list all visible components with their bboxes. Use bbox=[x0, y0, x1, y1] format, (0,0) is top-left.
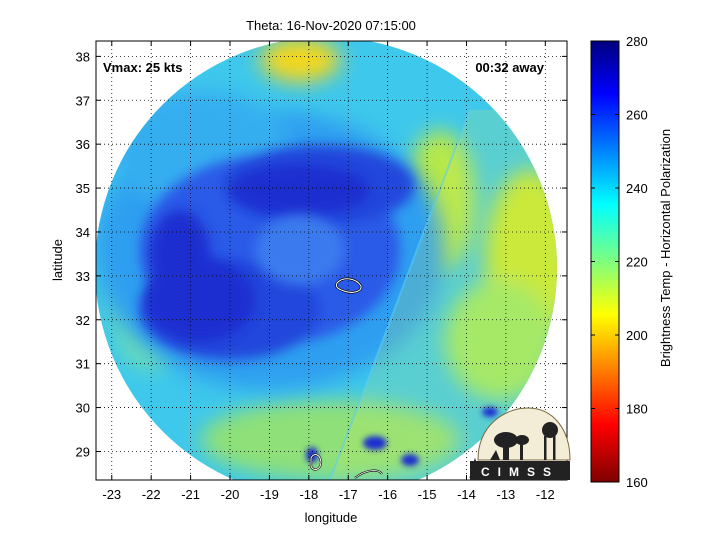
colorbar-tick-label: 240 bbox=[626, 181, 648, 196]
colorbar-tick-label: 160 bbox=[626, 475, 648, 490]
x-tick-label: -19 bbox=[260, 487, 279, 502]
cimss-logo-text: CIMSS bbox=[481, 465, 559, 479]
x-tick-label: -15 bbox=[418, 487, 437, 502]
x-tick-label: -17 bbox=[339, 487, 358, 502]
colorbar-tick-label: 220 bbox=[626, 255, 648, 270]
colorbar-tick-label: 260 bbox=[626, 108, 648, 123]
x-tick-label: -23 bbox=[102, 487, 121, 502]
y-axis-label: latitude bbox=[50, 239, 65, 281]
x-tick-label: -16 bbox=[378, 487, 397, 502]
plot-frame bbox=[95, 40, 568, 481]
y-tick-label: 30 bbox=[76, 401, 90, 416]
y-tick-label: 37 bbox=[76, 93, 90, 108]
x-tick-label: -21 bbox=[181, 487, 200, 502]
plot-area bbox=[96, 41, 567, 480]
y-tick-label: 35 bbox=[76, 181, 90, 196]
x-axis-ticks: -23 -22 -21 -20 -19 -18 -17 -16 -15 -14 -13 -12 bbox=[102, 41, 555, 502]
time-offset-label: 00:32 away bbox=[475, 60, 544, 75]
x-tick-label: -14 bbox=[457, 487, 476, 502]
x-tick-label: -22 bbox=[142, 487, 161, 502]
vmax-label: Vmax: 25 kts bbox=[103, 60, 183, 75]
y-tick-label: 36 bbox=[76, 137, 90, 152]
colorbar-tick-label: 200 bbox=[626, 328, 648, 343]
x-tick-label: -12 bbox=[536, 487, 555, 502]
x-tick-label: -18 bbox=[299, 487, 318, 502]
cimss-logo: CIMSS bbox=[470, 407, 571, 480]
y-tick-label: 31 bbox=[76, 357, 90, 372]
y-tick-label: 29 bbox=[76, 444, 90, 459]
x-axis-label: longitude bbox=[305, 510, 358, 525]
colorbar-label: Brightness Temp - Horizontal Polarizatio… bbox=[658, 129, 673, 367]
y-tick-label: 33 bbox=[76, 269, 90, 284]
figure-title: Theta: 16-Nov-2020 07:15:00 bbox=[246, 18, 416, 33]
colorbar-tick-label: 280 bbox=[626, 34, 648, 49]
y-tick-label: 38 bbox=[76, 49, 90, 64]
colorbar-ticks: 280 260 240 220 200 180 160 bbox=[591, 34, 648, 490]
x-tick-label: -20 bbox=[221, 487, 240, 502]
colorbar-gradient bbox=[590, 40, 620, 483]
y-tick-label: 34 bbox=[76, 225, 90, 240]
x-tick-label: -13 bbox=[497, 487, 516, 502]
y-tick-label: 32 bbox=[76, 313, 90, 328]
y-axis-ticks: 29 30 31 32 33 34 35 36 37 38 bbox=[76, 49, 567, 459]
colorbar: 280 260 240 220 200 180 160 Brightness Temp - … bbox=[590, 34, 673, 490]
colorbar-tick-label: 180 bbox=[626, 402, 648, 417]
